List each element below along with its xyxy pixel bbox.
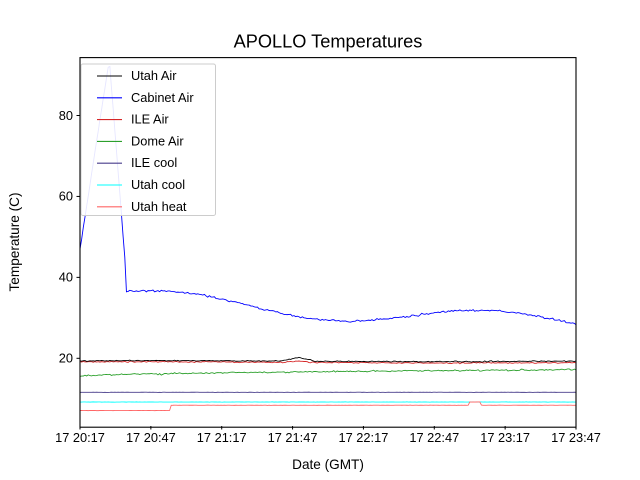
svg-text:17 23:17: 17 23:17 (480, 430, 530, 445)
svg-text:60: 60 (59, 189, 73, 204)
svg-text:Date (GMT): Date (GMT) (292, 457, 364, 472)
svg-text:17 20:47: 17 20:47 (126, 430, 176, 445)
svg-text:17 22:17: 17 22:17 (339, 430, 389, 445)
svg-text:40: 40 (59, 270, 73, 285)
svg-text:17 21:47: 17 21:47 (268, 430, 318, 445)
svg-text:20: 20 (59, 351, 73, 366)
svg-text:Dome Air: Dome Air (131, 133, 184, 148)
svg-text:Utah heat: Utah heat (131, 199, 187, 214)
svg-text:ILE Air: ILE Air (131, 112, 169, 127)
svg-text:Utah cool: Utah cool (131, 177, 185, 192)
svg-text:17 21:17: 17 21:17 (197, 430, 247, 445)
svg-text:ILE cool: ILE cool (131, 155, 177, 170)
svg-text:Temperature (C): Temperature (C) (7, 193, 22, 292)
svg-text:17 22:47: 17 22:47 (409, 430, 459, 445)
svg-text:Utah Air: Utah Air (131, 68, 177, 83)
svg-text:APOLLO Temperatures: APOLLO Temperatures (234, 32, 423, 52)
svg-text:17 23:47: 17 23:47 (551, 430, 601, 445)
svg-text:17 20:17: 17 20:17 (55, 430, 105, 445)
svg-text:Cabinet Air: Cabinet Air (131, 90, 194, 105)
svg-text:80: 80 (59, 108, 73, 123)
